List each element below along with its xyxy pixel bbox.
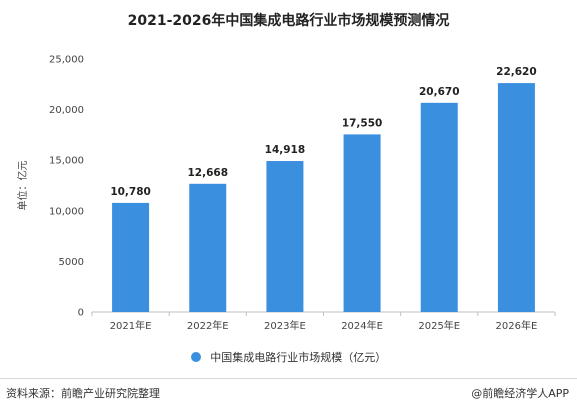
legend-swatch [190,352,201,362]
labels-layer: 10,780 12,668 14,918 17,550 20,670 22,620 [110,66,536,198]
y-tick-label: 5000 [59,257,84,268]
x-tick-label: 2021年E [110,319,152,332]
bar [343,134,381,312]
y-tick-label: 20,000 [49,105,84,116]
source-text: 资料来源：前瞻产业研究院整理 [6,387,160,400]
footer-divider [0,378,577,379]
legend-label: 中国集成电路行业市场规模（亿元） [210,351,387,364]
data-label: 22,620 [496,66,537,78]
x-tick-label: 2022年E [187,319,229,332]
y-tick-label: 25,000 [49,55,84,66]
x-tick-label: 2024年E [341,319,383,332]
brand-text: @前瞻经济学人APP [471,387,569,400]
y-axis-label: 单位：亿元 [16,161,29,211]
bar [497,83,535,312]
x-tick-label: 2025年E [418,319,460,332]
bar [112,202,150,312]
bars-layer [112,83,535,312]
data-label: 12,668 [187,167,228,179]
bar [266,161,304,312]
chart-title: 2021-2026年中国集成电路行业市场规模预测情况 [127,13,450,29]
data-label: 10,780 [110,186,151,198]
x-tick-label: 2026年E [496,319,538,332]
bar [420,102,458,312]
axis-layer: 0 5000 10,000 15,000 20,000 25,000 单位：亿元 2021年E… [16,55,556,332]
legend: 中国集成电路行业市场规模（亿元） [0,349,577,365]
y-tick-label: 15,000 [49,156,84,167]
data-label: 20,670 [419,86,460,98]
x-tick-label: 2023年E [264,319,306,332]
y-tick-label: 10,000 [49,206,84,217]
y-tick-label: 0 [78,308,84,319]
bar [189,183,227,312]
data-label: 17,550 [342,117,383,129]
data-label: 14,918 [265,144,306,156]
